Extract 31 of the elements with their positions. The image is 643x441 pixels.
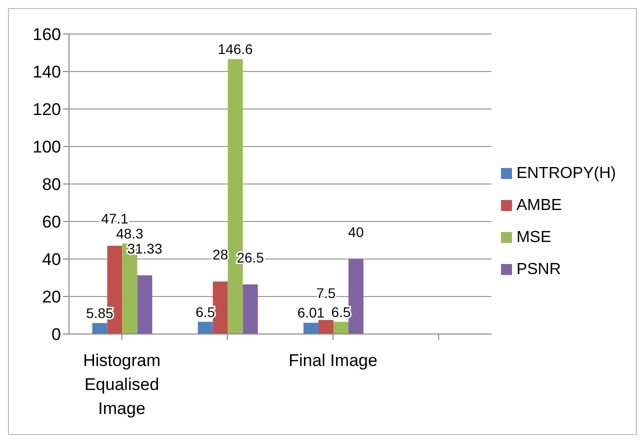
y-tick-label: 140 (32, 62, 61, 82)
bar (333, 322, 348, 334)
y-tick-label: 60 (42, 212, 61, 232)
y-tick-label: 160 (32, 25, 61, 44)
data-label: 40 (348, 224, 364, 240)
y-tick-label: 80 (42, 175, 61, 194)
data-label: 28 (212, 246, 228, 262)
data-label: 6.01 (297, 304, 325, 321)
data-label: 48.3 (116, 225, 144, 242)
data-label: 47.1 (101, 210, 129, 227)
data-label: 7.5 (316, 284, 336, 301)
bar (198, 322, 213, 334)
y-tick-label: 40 (42, 250, 61, 270)
bar (212, 282, 228, 334)
data-label: 146.6 (218, 41, 254, 58)
y-tick-label: 120 (32, 100, 61, 120)
y-tick-label: 100 (32, 138, 61, 157)
bar (137, 275, 152, 334)
x-tick-label: Final Image (288, 351, 378, 370)
bar (242, 284, 258, 334)
bar (318, 320, 334, 334)
y-tick-label: 0 (52, 325, 61, 344)
bar (92, 323, 108, 334)
bar (348, 259, 364, 334)
bar (303, 322, 318, 334)
legend-label: AMBE (516, 196, 562, 214)
y-tick-label: 20 (42, 288, 61, 307)
legend-label: PSNR (516, 260, 561, 278)
legend-label: MSE (516, 228, 552, 246)
x-tick-label: Histogram Equalised Image (83, 351, 161, 418)
legend-label: ENTROPY(H) (516, 164, 616, 182)
